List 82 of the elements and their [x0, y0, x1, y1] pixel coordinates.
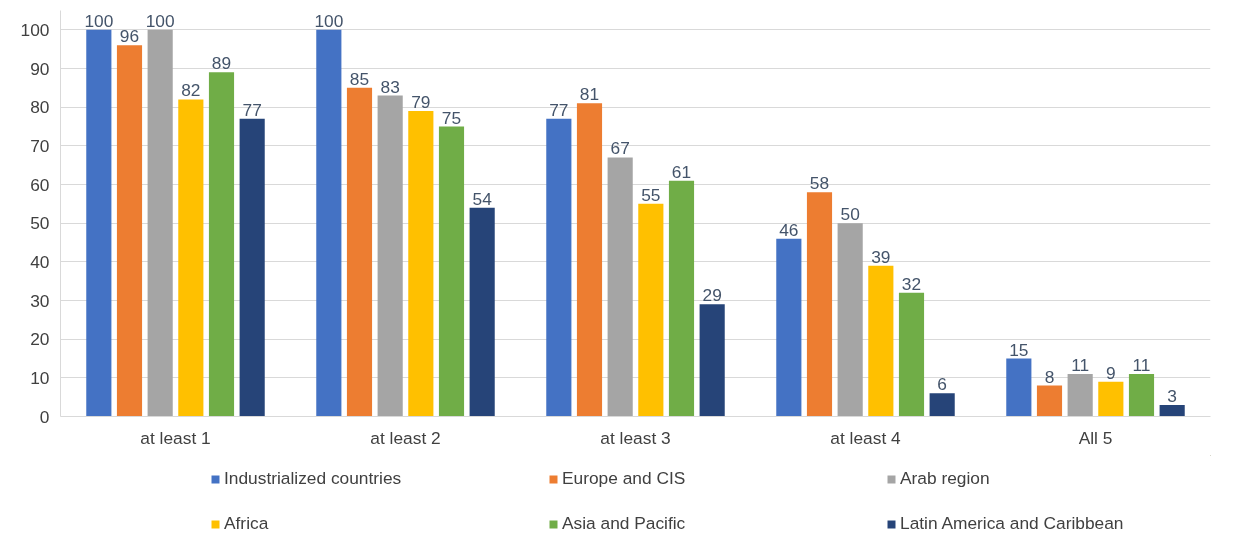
bar	[668, 180, 695, 417]
bar	[469, 207, 495, 417]
data-label: 67	[610, 138, 630, 159]
x-tick-label: at least 1	[140, 427, 211, 448]
data-label: 11	[1132, 354, 1151, 375]
bar	[576, 103, 603, 417]
bar	[346, 87, 373, 417]
bar	[776, 238, 802, 417]
data-label: 82	[181, 80, 201, 101]
bar	[929, 393, 955, 417]
data-label: 9	[1106, 362, 1116, 383]
bar	[147, 29, 173, 417]
y-tick-label: 30	[30, 290, 50, 311]
data-label: 55	[641, 184, 661, 205]
y-tick-label: 40	[30, 251, 50, 272]
data-label: 11	[1071, 354, 1090, 375]
data-label: 79	[411, 92, 431, 113]
data-label: 75	[441, 107, 462, 128]
bar	[316, 29, 342, 417]
bar	[1067, 373, 1093, 417]
data-label: 100	[145, 10, 175, 31]
data-label: 83	[380, 76, 400, 97]
y-tick-label: 0	[39, 406, 50, 427]
x-tick-label: at least 4	[830, 427, 902, 448]
bar	[1006, 358, 1032, 417]
y-tick-label: 70	[30, 135, 50, 156]
bar	[1159, 404, 1185, 417]
bar	[898, 292, 925, 417]
data-label: 77	[242, 99, 262, 120]
data-label: 58	[809, 173, 830, 194]
bar	[638, 203, 664, 417]
legend-label: Africa	[224, 513, 270, 534]
bar	[1036, 385, 1063, 417]
y-tick-label: 100	[20, 19, 50, 40]
bar	[837, 223, 863, 417]
y-tick-label: 10	[30, 367, 50, 388]
bar	[699, 304, 725, 417]
bar	[1128, 373, 1155, 417]
data-label: 96	[119, 26, 140, 47]
data-label: 100	[314, 10, 344, 31]
legend-label: Europe and CIS	[562, 468, 687, 489]
bar	[377, 95, 403, 417]
bar	[868, 265, 894, 417]
bar	[546, 118, 572, 417]
data-label: 89	[211, 53, 232, 74]
bar	[438, 126, 465, 417]
data-label: 61	[671, 161, 692, 182]
bar	[86, 29, 112, 417]
bar	[116, 45, 143, 417]
data-label: 100	[84, 10, 114, 31]
bar	[239, 118, 265, 417]
bar	[178, 99, 204, 417]
y-tick-label: 20	[30, 329, 50, 350]
x-tick-label: at least 3	[600, 427, 671, 448]
data-label: 85	[349, 68, 370, 89]
data-label: 54	[472, 188, 493, 209]
data-label: 32	[901, 273, 922, 294]
data-label: 46	[779, 219, 799, 240]
bar	[1098, 381, 1124, 417]
y-tick-label: 90	[30, 58, 50, 79]
bar	[208, 72, 235, 417]
y-tick-label: 80	[30, 97, 50, 118]
legend-label: Asia and Pacific	[562, 513, 687, 534]
data-label: 39	[871, 246, 891, 267]
y-tick-label: 60	[30, 174, 50, 195]
data-label: 29	[702, 285, 722, 306]
legend-label: Latin America and Caribbean	[900, 513, 1125, 534]
data-label: 8	[1044, 366, 1055, 387]
data-label: 81	[579, 84, 600, 105]
bar	[607, 157, 633, 417]
y-tick-label: 50	[30, 213, 50, 234]
data-label: 15	[1009, 339, 1029, 360]
x-tick-label: at least 2	[370, 427, 441, 448]
x-tick-label: All 5	[1078, 427, 1113, 448]
bar	[806, 192, 833, 417]
bar	[408, 111, 434, 417]
legend-label: Industrialized countries	[224, 468, 403, 489]
legend-label: Arab region	[900, 468, 991, 489]
data-label: 6	[937, 374, 947, 395]
data-label: 77	[549, 99, 569, 120]
data-label: 3	[1167, 385, 1177, 406]
data-label: 50	[840, 204, 860, 225]
